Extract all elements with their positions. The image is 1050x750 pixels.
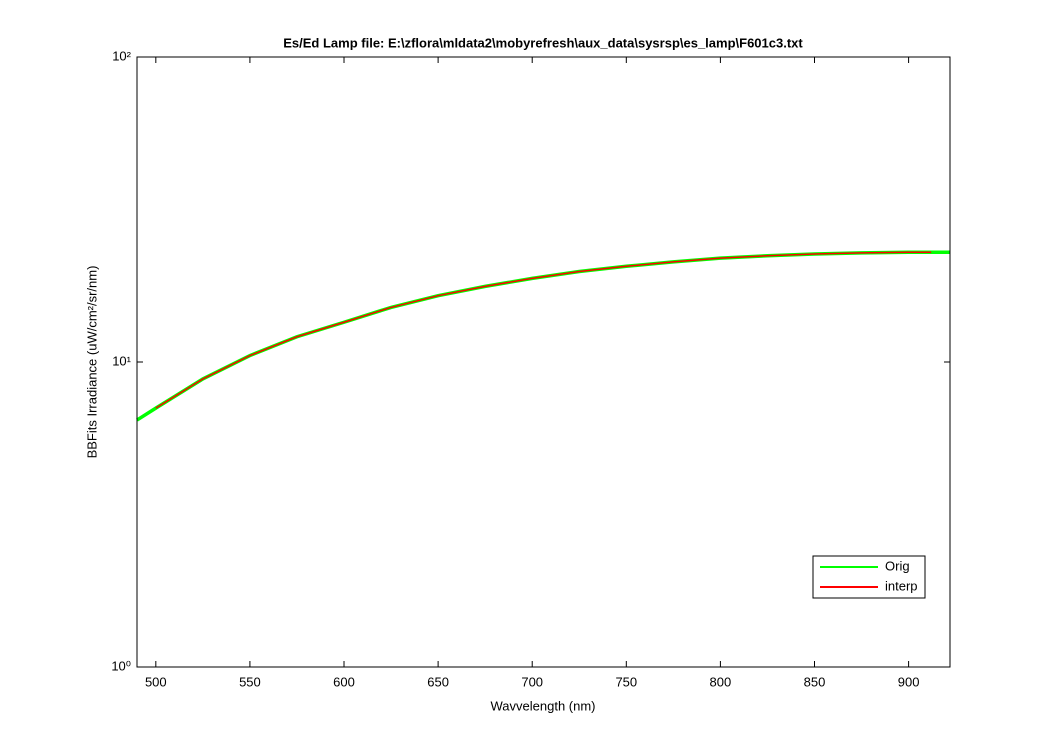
x-tick-label: 850 bbox=[804, 674, 826, 689]
legend-box bbox=[812, 555, 926, 599]
line-series bbox=[155, 251, 932, 409]
y-tick-label: 10² bbox=[112, 48, 131, 63]
legend-label: Orig bbox=[885, 558, 910, 573]
x-axis-label: Wavvelength (nm) bbox=[491, 698, 596, 713]
y-axis-label: BBFits Irradiance (uW/cm²/sr/nm) bbox=[84, 266, 99, 459]
legend-label: interp bbox=[885, 578, 918, 593]
x-tick-label: 800 bbox=[710, 674, 732, 689]
x-tick-label: 550 bbox=[239, 674, 261, 689]
axes-box bbox=[136, 56, 951, 668]
y-tick-label: 10⁰ bbox=[111, 658, 131, 673]
chart-title: Es/Ed Lamp file: E:\zflora\mldata2\mobyr… bbox=[283, 35, 803, 50]
x-tick-label: 600 bbox=[333, 674, 355, 689]
y-tick-label: 10¹ bbox=[112, 353, 131, 368]
x-tick-label: 900 bbox=[898, 674, 920, 689]
x-tick-label: 700 bbox=[521, 674, 543, 689]
x-tick-label: 500 bbox=[145, 674, 167, 689]
x-tick-label: 750 bbox=[615, 674, 637, 689]
x-tick-label: 650 bbox=[427, 674, 449, 689]
